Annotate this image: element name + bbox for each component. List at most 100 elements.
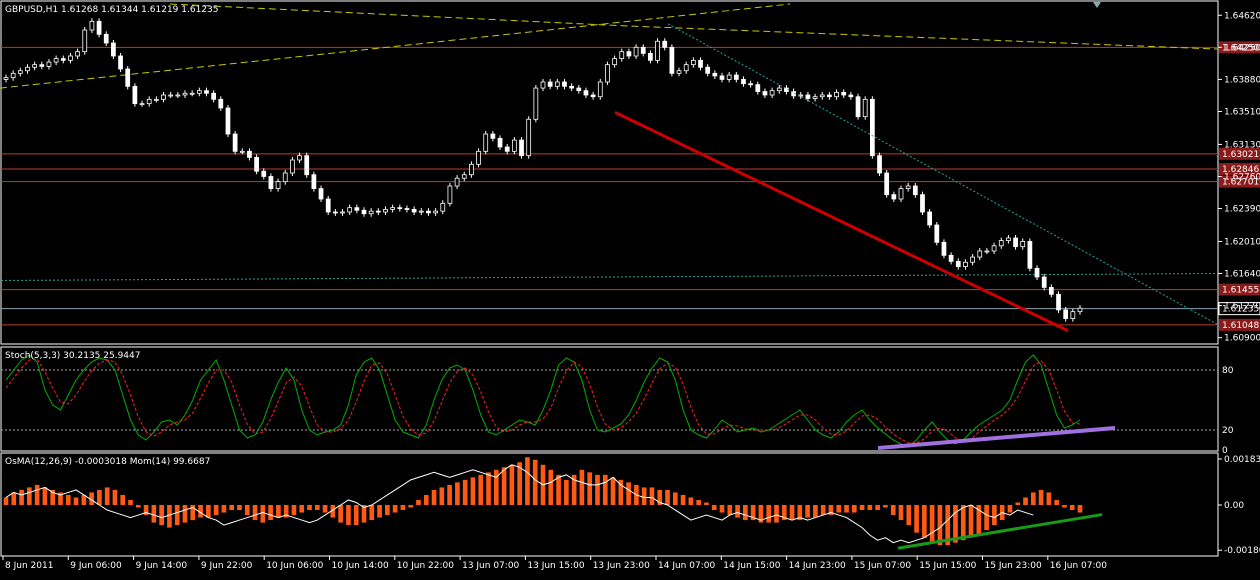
osma-bar xyxy=(11,492,17,505)
osma-bar xyxy=(945,505,951,546)
price-tick-label: 1.61640 xyxy=(1224,270,1260,280)
osma-bar xyxy=(509,464,515,505)
bear-candle xyxy=(426,210,431,214)
bull-candle xyxy=(146,98,152,105)
price-badge-label: 1.61235 xyxy=(1222,305,1259,315)
bear-candle xyxy=(111,42,116,57)
bear-candle xyxy=(225,107,231,135)
bear-candle xyxy=(211,92,217,100)
time-tick-label: 13 Jun 07:00 xyxy=(462,561,519,571)
bear-candle xyxy=(762,91,768,96)
bear-candle xyxy=(39,64,45,67)
time-tick-label: 9 Jun 14:00 xyxy=(136,561,188,571)
bear-candle xyxy=(562,81,567,87)
bull-candle xyxy=(655,40,660,61)
osma-bar xyxy=(65,494,71,505)
price-badge-label: 1.62701 xyxy=(1222,178,1259,188)
osma-bar xyxy=(3,497,9,505)
chart-shift-marker[interactable] xyxy=(1093,2,1101,8)
osma-bar xyxy=(221,505,227,513)
osma-tick-label: -0.00180 xyxy=(1224,546,1260,556)
osma-panel-title: OsMA(12,26,9) -0.0003018 Mom(14) 99.6687 xyxy=(5,457,210,467)
bull-candle xyxy=(511,139,517,152)
bull-candle xyxy=(984,250,990,253)
osma-bar xyxy=(766,505,772,523)
osma-bar xyxy=(750,505,756,521)
osma-tick-label: 0.00183 xyxy=(1224,455,1260,465)
bull-candle xyxy=(612,58,617,66)
osma-bar xyxy=(641,487,647,505)
bear-candle xyxy=(1027,241,1033,269)
osma-bar xyxy=(330,505,336,518)
osma-bar xyxy=(665,489,670,505)
osma-bar xyxy=(992,505,997,526)
osma-bar xyxy=(206,505,211,518)
bear-candle xyxy=(504,146,510,152)
osma-tick-label: 0.00 xyxy=(1224,501,1244,511)
osma-bar xyxy=(813,505,818,518)
bull-candle xyxy=(447,185,453,204)
osma-bar xyxy=(953,505,958,543)
yellow-dashed-ma-falling xyxy=(169,3,1219,50)
time-axis: 8 Jun 2011 9 Jun 06:00 9 Jun 14:00 9 Jun 22… xyxy=(2,556,1107,571)
bull-candle xyxy=(3,77,9,80)
stochastic-series: 80 20 0 xyxy=(1,354,1234,456)
bull-candle xyxy=(461,174,467,179)
osma-bar xyxy=(81,494,87,505)
bear-candle xyxy=(232,133,238,152)
osma-bar xyxy=(50,489,56,505)
osma-bar xyxy=(361,505,367,523)
bear-candle xyxy=(490,133,496,139)
osma-bar xyxy=(400,505,406,511)
bull-candle xyxy=(53,58,59,63)
price-badge-label: 1.63021 xyxy=(1222,150,1259,160)
osma-bar xyxy=(353,505,359,526)
price-badge xyxy=(1219,147,1260,160)
bull-candle xyxy=(619,51,625,60)
bear-candle xyxy=(96,20,102,35)
osma-bar xyxy=(937,505,943,546)
osma-bar xyxy=(532,459,538,505)
time-tick-label: 10 Jun 22:00 xyxy=(397,561,454,571)
osma-bar xyxy=(416,499,421,505)
bull-candle xyxy=(776,87,782,92)
osma-bar xyxy=(883,505,888,508)
price-badge xyxy=(1219,163,1260,176)
bear-candle xyxy=(698,59,703,68)
bear-candle xyxy=(254,156,259,172)
osma-bar xyxy=(73,497,79,505)
price-tick-label: 1.64620 xyxy=(1224,11,1260,21)
osma-bar xyxy=(774,505,779,523)
bear-candle xyxy=(204,90,209,94)
price-badge xyxy=(1219,318,1260,331)
bull-candle xyxy=(168,94,174,97)
osma-bar xyxy=(602,474,608,505)
bear-candle xyxy=(375,210,381,213)
bear-candle xyxy=(648,53,653,61)
osma-bar xyxy=(486,472,491,505)
osma-bar xyxy=(439,487,445,505)
osma-bar xyxy=(268,505,273,521)
bull-candle xyxy=(10,72,16,79)
bull-candle xyxy=(418,210,424,213)
osma-bar xyxy=(104,487,110,505)
osma-bar xyxy=(19,489,24,505)
price-badge-label: 1.64250 xyxy=(1222,43,1259,53)
bear-candle xyxy=(332,211,338,214)
bear-candle xyxy=(361,209,367,215)
price-badge xyxy=(1219,41,1260,54)
osma-bar xyxy=(564,479,569,505)
osma-bar xyxy=(914,505,919,533)
osma-bar xyxy=(875,505,880,511)
price-tick-label: 1.62760 xyxy=(1224,172,1260,182)
bull-candle xyxy=(454,177,460,187)
bear-candle xyxy=(934,224,940,243)
horizontal-levels xyxy=(1,46,1218,326)
teal-trend-line xyxy=(667,23,1219,326)
bear-candle xyxy=(519,139,524,157)
bull-candle xyxy=(769,90,775,96)
bear-candle xyxy=(748,83,754,86)
time-tick-label: 9 Jun 22:00 xyxy=(201,561,253,571)
